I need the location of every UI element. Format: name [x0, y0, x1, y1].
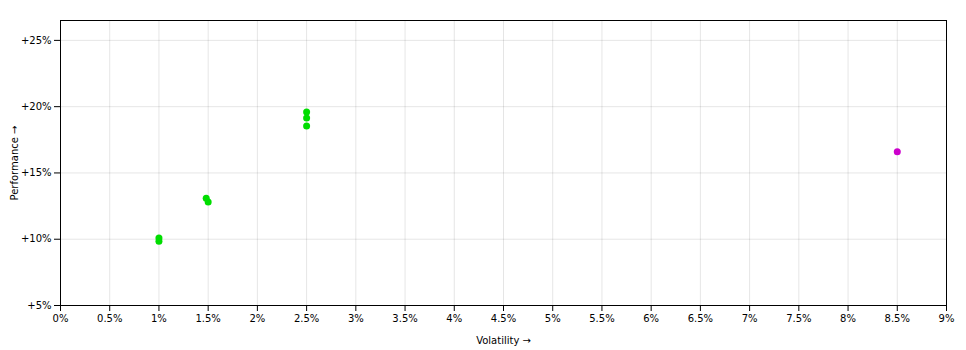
svg-text:3%: 3%	[348, 313, 364, 324]
svg-text:2.5%: 2.5%	[294, 313, 319, 324]
svg-text:2%: 2%	[249, 313, 265, 324]
svg-text:+10%: +10%	[21, 233, 52, 244]
svg-text:7%: 7%	[742, 313, 758, 324]
svg-text:3.5%: 3.5%	[392, 313, 417, 324]
svg-text:Performance →: Performance →	[9, 126, 20, 201]
svg-text:6%: 6%	[643, 313, 659, 324]
svg-text:6.5%: 6.5%	[688, 313, 713, 324]
svg-text:5.5%: 5.5%	[589, 313, 614, 324]
svg-text:1%: 1%	[151, 313, 167, 324]
svg-text:0%: 0%	[53, 313, 69, 324]
svg-text:5%: 5%	[545, 313, 561, 324]
svg-text:+20%: +20%	[21, 101, 52, 112]
svg-text:1.5%: 1.5%	[195, 313, 220, 324]
svg-text:4.5%: 4.5%	[491, 313, 516, 324]
svg-text:9%: 9%	[939, 313, 955, 324]
svg-text:4%: 4%	[446, 313, 462, 324]
svg-text:+5%: +5%	[27, 300, 51, 311]
svg-text:+25%: +25%	[21, 35, 52, 46]
svg-text:7.5%: 7.5%	[786, 313, 811, 324]
svg-text:Volatility →: Volatility →	[476, 335, 531, 346]
svg-text:0.5%: 0.5%	[97, 313, 122, 324]
svg-text:8%: 8%	[840, 313, 856, 324]
svg-text:8.5%: 8.5%	[885, 313, 910, 324]
svg-text:+15%: +15%	[21, 167, 52, 178]
